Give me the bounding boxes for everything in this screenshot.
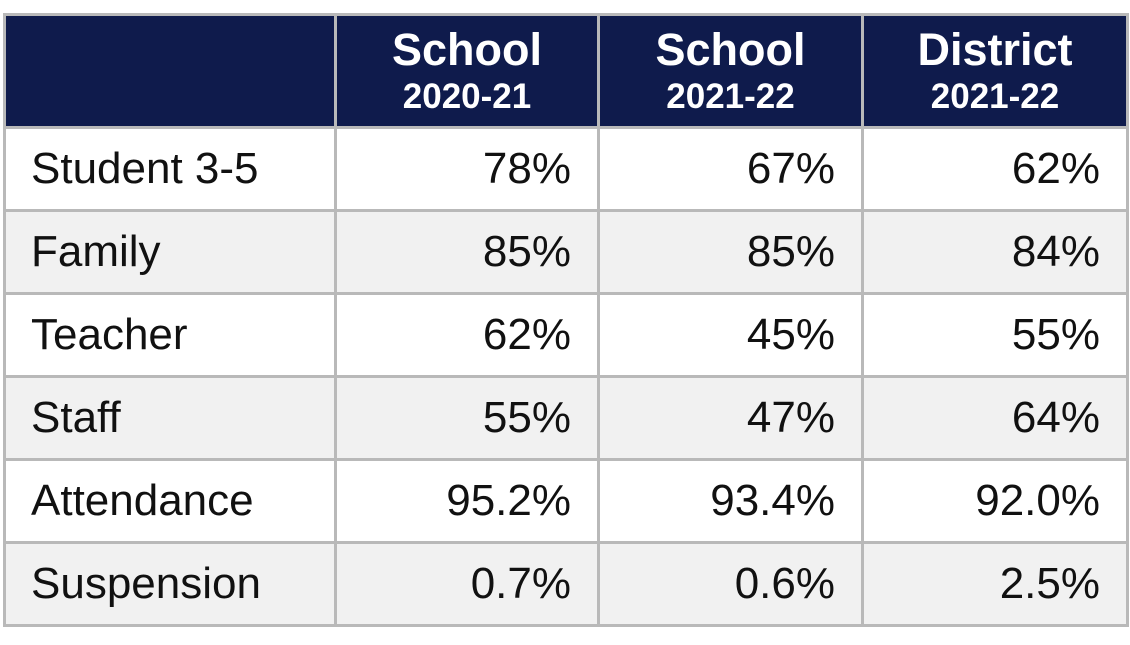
- table-body: Student 3-5 78% 67% 62% Family 85% 85% 84% Teach…: [3, 126, 1129, 627]
- cell-value: 92.0%: [861, 458, 1129, 544]
- cell-value: 95.2%: [334, 458, 600, 544]
- header-corner: [3, 13, 337, 129]
- header-period: 2020-21: [402, 77, 532, 116]
- table-row: Suspension 0.7% 0.6% 2.5%: [3, 541, 1129, 627]
- header-title: School: [391, 24, 542, 75]
- row-label: Family: [3, 209, 337, 295]
- header-title: School: [655, 24, 806, 75]
- cell-value: 62%: [861, 126, 1129, 212]
- table-row: Family 85% 85% 84%: [3, 209, 1129, 295]
- row-label: Student 3-5: [3, 126, 337, 212]
- row-label: Staff: [3, 375, 337, 461]
- row-label: Teacher: [3, 292, 337, 378]
- cell-value: 47%: [597, 375, 864, 461]
- cell-value: 45%: [597, 292, 864, 378]
- header-title: District: [917, 24, 1073, 75]
- cell-value: 55%: [861, 292, 1129, 378]
- cell-value: 85%: [597, 209, 864, 295]
- header-period: 2021-22: [666, 77, 795, 116]
- header-cell: School 2021-22: [597, 13, 864, 129]
- row-label: Suspension: [3, 541, 337, 627]
- header-cell: School 2020-21: [334, 13, 600, 129]
- row-label: Attendance: [3, 458, 337, 544]
- cell-value: 67%: [597, 126, 864, 212]
- header-period: 2021-22: [930, 77, 1060, 116]
- cell-value: 93.4%: [597, 458, 864, 544]
- table-row: Staff 55% 47% 64%: [3, 375, 1129, 461]
- cell-value: 84%: [861, 209, 1129, 295]
- cell-value: 62%: [334, 292, 600, 378]
- cell-value: 78%: [334, 126, 600, 212]
- cell-value: 2.5%: [861, 541, 1129, 627]
- table-row: Teacher 62% 45% 55%: [3, 292, 1129, 378]
- header-cell: District 2021-22: [861, 13, 1129, 129]
- cell-value: 0.6%: [597, 541, 864, 627]
- table-row: Attendance 95.2% 93.4% 92.0%: [3, 458, 1129, 544]
- header-row: School 2020-21 School 2021-22 District 2021-2…: [3, 13, 1129, 129]
- cell-value: 85%: [334, 209, 600, 295]
- data-table: School 2020-21 School 2021-22 District 2021-2…: [3, 13, 1129, 627]
- cell-value: 55%: [334, 375, 600, 461]
- cell-value: 0.7%: [334, 541, 600, 627]
- cell-value: 64%: [861, 375, 1129, 461]
- table-row: Student 3-5 78% 67% 62%: [3, 126, 1129, 212]
